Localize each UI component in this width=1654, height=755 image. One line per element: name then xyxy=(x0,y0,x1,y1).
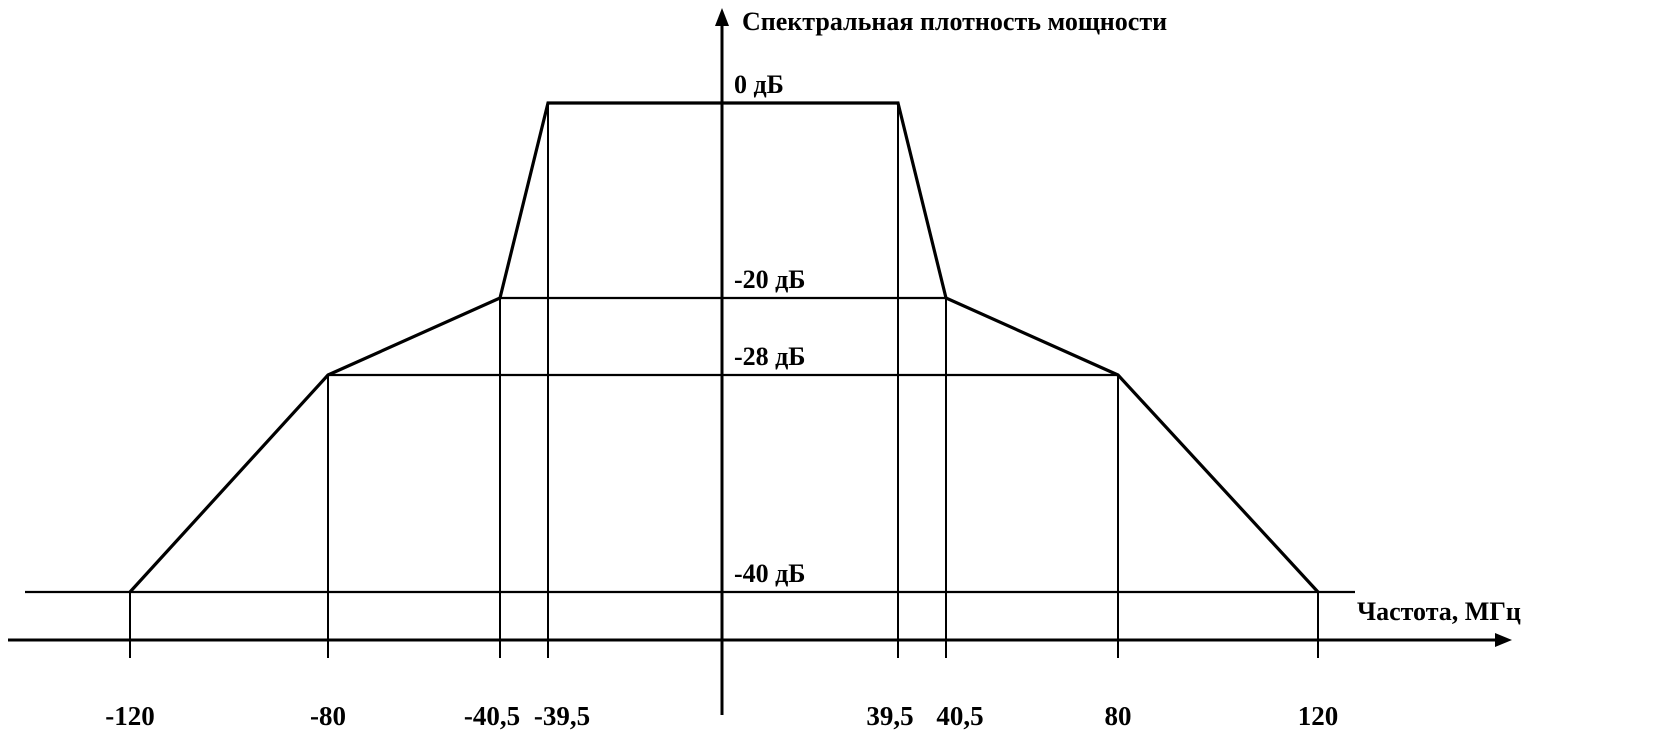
reference-lines-layer xyxy=(25,103,1355,658)
level-label: 0 дБ xyxy=(734,70,784,99)
x-axis-title: Частота, МГц xyxy=(1357,597,1521,626)
axes-layer xyxy=(8,8,1512,715)
x-tick-label: 39,5 xyxy=(866,701,913,731)
labels-layer: Спектральная плотность мощности Частота,… xyxy=(105,7,1521,731)
x-axis-arrow-icon xyxy=(1495,633,1512,647)
level-label: -28 дБ xyxy=(734,342,806,371)
y-axis-title: Спектральная плотность мощности xyxy=(742,7,1167,36)
mask-series-line xyxy=(128,101,1320,594)
x-tick-label: 40,5 xyxy=(936,701,983,731)
series-layer xyxy=(128,101,1320,594)
x-tick-label: 80 xyxy=(1105,701,1132,731)
level-label: -40 дБ xyxy=(734,559,806,588)
x-tick-label: -40,5 xyxy=(464,701,520,731)
x-tick-label: 120 xyxy=(1298,701,1339,731)
x-tick-label: -120 xyxy=(105,701,155,731)
y-axis-arrow-icon xyxy=(715,8,729,26)
level-label: -20 дБ xyxy=(734,265,806,294)
x-tick-label: -80 xyxy=(310,701,346,731)
x-tick-label: -39,5 xyxy=(534,701,590,731)
